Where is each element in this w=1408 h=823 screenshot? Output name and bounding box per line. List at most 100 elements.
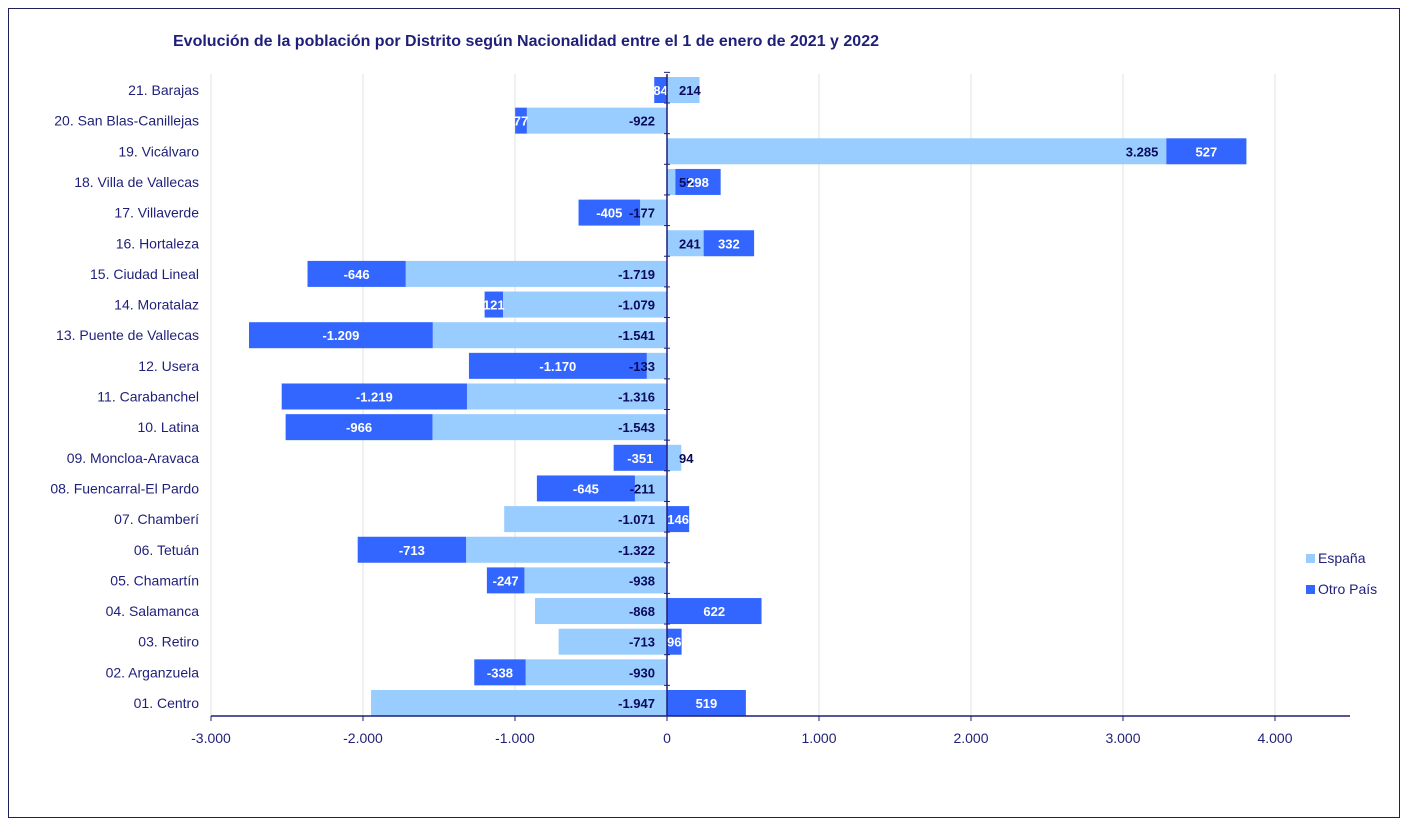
category-label: 15. Ciudad Lineal	[90, 266, 199, 282]
bar-otro-pais	[486, 567, 525, 594]
legend-label-espana: España	[1318, 550, 1366, 566]
bar-otro-pais	[675, 168, 721, 195]
bar-otro-pais	[667, 506, 690, 533]
category-label: 20. San Blas-Canillejas	[54, 113, 199, 129]
data-label-otro-pais: 519	[696, 696, 718, 711]
bar-espana	[526, 107, 667, 134]
data-label-otro-pais: 527	[1196, 144, 1218, 159]
bar-espana	[667, 77, 700, 103]
data-label-espana: -1.719	[618, 267, 655, 282]
category-label: 09. Moncloa-Aravaca	[67, 450, 200, 466]
bar-espana	[634, 475, 667, 502]
bar-espana	[558, 628, 667, 655]
bar-espana	[525, 659, 667, 686]
category-label: 02. Arganzuela	[106, 664, 200, 680]
bar-otro-pais	[249, 322, 433, 349]
bar-otro-pais	[654, 77, 667, 103]
x-tick-label: 1.000	[801, 730, 836, 746]
chart-title: Evolución de la población por Distrito s…	[173, 33, 879, 50]
data-label-otro-pais: 622	[703, 604, 725, 619]
category-label: 03. Retiro	[138, 634, 199, 650]
legend-item-otro-pais: Otro País	[1306, 579, 1377, 599]
category-label: 14. Moratalaz	[114, 297, 199, 313]
x-tick-label: -1.000	[495, 730, 535, 746]
bar-espana	[667, 138, 1167, 165]
data-label-espana: -938	[629, 573, 655, 588]
data-label-otro-pais: -247	[493, 573, 519, 588]
data-label-otro-pais: 146	[667, 512, 689, 527]
data-label-espana: 214	[679, 83, 701, 98]
category-label: 17. Villaverde	[114, 205, 199, 221]
category-label: 16. Hortaleza	[116, 235, 199, 251]
bar-otro-pais	[307, 260, 406, 287]
bar-otro-pais	[484, 291, 503, 318]
bar-espana	[432, 322, 667, 349]
bar-espana	[667, 168, 676, 195]
bar-otro-pais	[357, 536, 467, 563]
legend-item-espana: España	[1306, 548, 1377, 568]
bar-otro-pais	[703, 230, 755, 257]
data-label-otro-pais: 77	[514, 114, 528, 129]
data-label-otro-pais: -1.209	[322, 328, 359, 343]
legend-swatch-espana	[1306, 553, 1315, 563]
data-label-otro-pais: -646	[344, 267, 370, 282]
data-label-otro-pais: -713	[399, 543, 425, 558]
x-tick-label: 0	[663, 730, 671, 746]
data-label-otro-pais: 96	[667, 635, 681, 650]
legend-swatch-otro-pais	[1306, 584, 1315, 594]
legend-label-otro-pais: Otro País	[1318, 581, 1378, 597]
bar-otro-pais	[536, 475, 635, 502]
bar-espana	[432, 414, 667, 441]
category-label: 12. Usera	[138, 358, 199, 374]
bar-espana	[524, 567, 667, 594]
x-tick-label: 3.000	[1105, 730, 1140, 746]
category-label: 13. Puente de Vallecas	[56, 327, 199, 343]
bar-otro-pais	[667, 628, 682, 655]
bar-otro-pais	[578, 199, 641, 226]
bar-espana	[466, 383, 667, 410]
legend: España Otro País	[1306, 548, 1377, 610]
bar-otro-pais	[515, 107, 527, 134]
data-label-espana: -133	[629, 359, 655, 374]
data-label-espana: -713	[629, 635, 655, 650]
data-label-otro-pais: 121	[483, 298, 505, 313]
bar-otro-pais	[667, 690, 746, 716]
data-label-otro-pais: 84	[653, 83, 668, 98]
data-label-otro-pais: -338	[487, 665, 513, 680]
bar-otro-pais	[613, 444, 667, 471]
category-label: 21. Barajas	[128, 82, 199, 98]
category-label: 11. Carabanchel	[97, 389, 199, 405]
bar-otro-pais	[468, 352, 647, 379]
bar-otro-pais	[474, 659, 526, 686]
data-label-otro-pais: -1.219	[356, 390, 393, 405]
x-tick-label: -2.000	[343, 730, 383, 746]
bar-otro-pais	[281, 383, 467, 410]
bar-espana	[640, 199, 667, 226]
x-tick-label: -3.000	[191, 730, 231, 746]
data-label-otro-pais: -1.170	[539, 359, 576, 374]
bar-espana	[504, 506, 667, 533]
data-label-espana: -177	[629, 206, 655, 221]
bar-espana	[466, 536, 667, 563]
bar-espana	[646, 352, 667, 379]
data-label-otro-pais: -645	[573, 481, 599, 496]
bar-espana	[405, 260, 667, 287]
data-label-espana: -1.543	[618, 420, 655, 435]
data-label-espana: -211	[630, 481, 655, 496]
category-label: 19. Vicálvaro	[118, 143, 199, 159]
data-label-espana: -930	[629, 665, 655, 680]
bar-otro-pais	[1166, 138, 1247, 165]
data-label-espana: -922	[629, 114, 655, 129]
category-label: 18. Villa de Vallecas	[74, 174, 199, 190]
category-label: 05. Chamartín	[110, 572, 199, 588]
x-tick-label: 2.000	[953, 730, 988, 746]
data-label-espana: -1.947	[618, 696, 655, 711]
data-label-espana: 241	[679, 236, 701, 251]
x-tick-label: 4.000	[1257, 730, 1292, 746]
category-label: 04. Salamanca	[106, 603, 200, 619]
data-label-espana: -1.541	[618, 328, 655, 343]
data-label-otro-pais: 298	[687, 175, 709, 190]
data-label-espana: 94	[679, 451, 694, 466]
data-label-espana: -1.322	[618, 543, 655, 558]
